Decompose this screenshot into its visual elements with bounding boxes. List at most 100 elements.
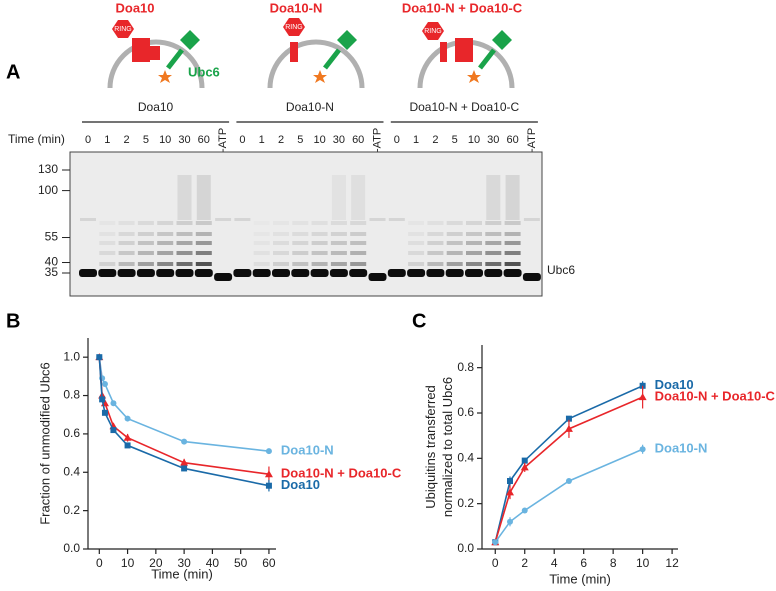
band [504,221,521,225]
band [388,218,405,221]
marker-label: 100 [38,183,58,197]
band [330,241,347,245]
band [408,251,425,255]
band [446,232,463,236]
marker-label: 130 [38,162,58,176]
band [195,241,212,245]
data-point [101,381,108,388]
series-label: Doa10 [281,477,320,492]
band [427,232,444,236]
x-tick-label: 4 [551,556,558,570]
band [273,232,289,236]
band [99,221,115,225]
time-label: 2 [432,134,438,146]
band [175,269,194,277]
smear [331,175,346,220]
series-line [494,385,643,543]
x-tick-label: 0 [492,556,499,570]
band [118,251,135,255]
band [350,221,367,225]
band [292,221,309,225]
time-label: 30 [487,134,499,146]
series-label: Doa10-N + Doa10-C [281,466,402,481]
y-tick-label: 0.4 [63,464,80,478]
y-axis-label: Ubiquitins transferred [423,385,438,509]
band [522,273,541,281]
band [137,232,154,236]
data-point [565,478,572,484]
band [466,221,482,225]
data-point [124,415,131,422]
band [465,269,483,277]
time-label: 5 [297,134,303,146]
band [446,262,463,266]
smear [505,175,520,220]
band [99,251,116,255]
smear [196,175,211,220]
band [427,262,444,266]
band [504,241,521,245]
band [485,221,502,225]
band [446,251,463,255]
band [98,269,117,277]
group-label: Doa10-N [286,100,334,114]
band [310,269,329,277]
smear [177,175,192,220]
band [330,262,347,266]
series-line [494,448,643,543]
band [99,241,116,245]
y-axis-label: normalized to total Ubc6 [440,377,455,517]
band [291,269,310,277]
time-label: 0 [394,134,400,146]
schematic: Doa10-N RING [267,0,365,89]
band [466,262,482,266]
band [273,221,289,225]
band [137,221,154,225]
time-label: 10 [313,134,325,146]
band [136,269,155,277]
band [466,241,482,245]
band [350,262,367,266]
band-label: Ubc6 [547,263,575,277]
band [292,232,309,236]
ubc6-anchor [166,48,184,70]
band [330,251,347,255]
time-label: 1 [259,134,265,146]
x-tick-label: 6 [580,556,587,570]
band [252,269,271,277]
ubc6 [180,30,200,50]
ring-label: RING [424,28,442,35]
control-label: -ATP [371,128,383,152]
data-point [521,457,528,464]
series-label: Doa10-N [655,441,708,456]
band [195,251,212,255]
x-tick-label: 60 [262,556,276,570]
membrane [107,39,205,89]
band [350,232,367,236]
band [253,262,270,266]
x-tick-label: 8 [610,556,617,570]
time-label: 5 [452,134,458,146]
band [329,269,348,277]
time-label: 60 [352,134,364,146]
band [427,221,444,225]
band [195,232,212,236]
y-tick-label: 0.6 [457,405,474,419]
x-tick-label: 12 [665,556,679,570]
time-label: 30 [333,134,345,146]
band [253,251,270,255]
panel-label: B [6,310,20,332]
data-point [564,424,573,432]
band [408,232,425,236]
data-point [492,539,499,546]
band [311,262,328,266]
band [466,251,482,255]
y-tick-label: 0.8 [457,360,474,374]
x-tick-label: 2 [521,556,528,570]
band [368,273,387,281]
band [118,232,135,236]
band [427,241,444,245]
x-axis-label: Time (min) [549,571,611,586]
marker-label: 55 [45,230,59,244]
